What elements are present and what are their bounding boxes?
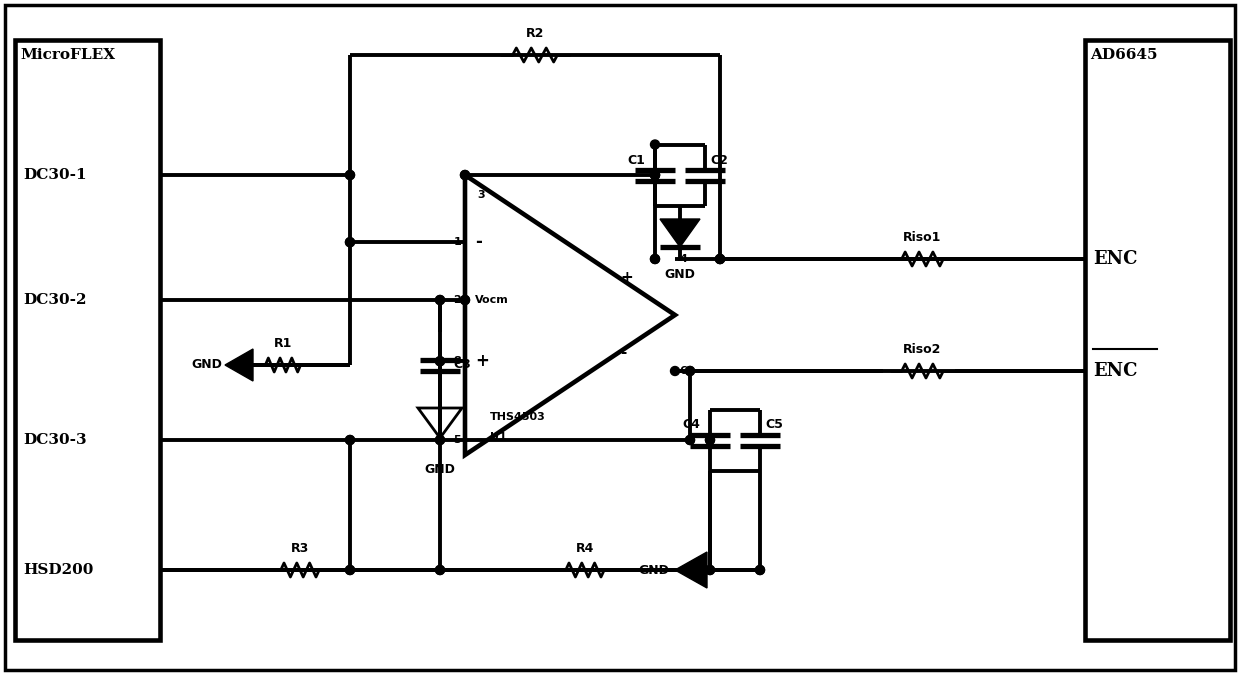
Text: Riso1: Riso1 [903, 231, 941, 244]
Circle shape [671, 367, 680, 375]
Polygon shape [224, 349, 253, 381]
Circle shape [651, 140, 660, 149]
Text: AD6645: AD6645 [1090, 48, 1157, 62]
Circle shape [435, 566, 444, 574]
Text: R3: R3 [291, 542, 309, 555]
Bar [15, 40, 160, 640]
Circle shape [715, 254, 724, 263]
Text: THS4503: THS4503 [490, 412, 546, 422]
Circle shape [435, 356, 444, 366]
Circle shape [651, 171, 660, 180]
Circle shape [715, 254, 724, 263]
Circle shape [706, 435, 714, 445]
Circle shape [435, 566, 444, 574]
Text: 8: 8 [454, 356, 461, 367]
Circle shape [460, 171, 470, 180]
Circle shape [346, 238, 355, 246]
Circle shape [686, 435, 694, 445]
Text: DC30-3: DC30-3 [24, 433, 87, 447]
Circle shape [346, 238, 355, 246]
Text: GND: GND [665, 269, 696, 281]
Text: Riso2: Riso2 [903, 343, 941, 356]
Text: GND: GND [639, 564, 670, 576]
Circle shape [706, 435, 714, 445]
Text: GND: GND [424, 463, 455, 476]
Circle shape [346, 566, 355, 574]
Text: +: + [475, 352, 489, 370]
Circle shape [651, 254, 660, 263]
Text: ENC: ENC [1092, 362, 1137, 380]
Circle shape [686, 435, 694, 445]
Circle shape [346, 171, 355, 180]
Circle shape [435, 296, 444, 304]
Text: C2: C2 [711, 153, 728, 167]
Text: GND: GND [191, 358, 222, 371]
Text: DC30-2: DC30-2 [24, 293, 87, 307]
Text: MicroFLEX: MicroFLEX [20, 48, 115, 62]
Circle shape [435, 435, 444, 445]
Text: DC30-1: DC30-1 [24, 168, 87, 182]
Text: 3: 3 [477, 190, 485, 200]
Circle shape [346, 171, 355, 180]
Circle shape [435, 356, 444, 366]
Circle shape [435, 296, 444, 304]
Text: R1: R1 [274, 337, 293, 350]
Text: 4: 4 [680, 254, 687, 264]
Polygon shape [675, 552, 707, 588]
Bar [1085, 40, 1230, 640]
Text: +: + [620, 269, 632, 284]
Circle shape [755, 566, 765, 574]
Circle shape [460, 171, 470, 180]
Circle shape [346, 566, 355, 574]
Circle shape [346, 435, 355, 445]
Circle shape [686, 367, 694, 375]
Circle shape [460, 296, 470, 304]
Circle shape [651, 254, 660, 263]
Text: 1: 1 [454, 237, 461, 247]
Text: R2: R2 [526, 27, 544, 40]
Text: -: - [475, 233, 482, 251]
Text: -: - [620, 346, 626, 360]
Text: U1: U1 [490, 432, 507, 442]
Circle shape [686, 367, 694, 375]
Text: 5: 5 [454, 435, 461, 445]
Text: R4: R4 [575, 542, 594, 555]
Circle shape [346, 435, 355, 445]
Circle shape [435, 435, 444, 445]
Text: 2: 2 [454, 295, 461, 305]
Text: ENC: ENC [1092, 250, 1137, 268]
Text: HSD200: HSD200 [24, 563, 93, 577]
Circle shape [715, 254, 724, 263]
Circle shape [706, 566, 714, 574]
Circle shape [755, 566, 765, 574]
Text: C5: C5 [765, 418, 782, 431]
Text: -: - [475, 431, 482, 449]
Text: C1: C1 [627, 153, 645, 167]
Polygon shape [660, 219, 701, 247]
Circle shape [651, 171, 660, 180]
Text: 6: 6 [680, 366, 687, 376]
Circle shape [706, 566, 714, 574]
Circle shape [460, 296, 470, 304]
Text: C4: C4 [682, 418, 701, 431]
Circle shape [651, 171, 660, 180]
Text: Vocm: Vocm [475, 295, 508, 305]
Text: C3: C3 [453, 358, 471, 371]
